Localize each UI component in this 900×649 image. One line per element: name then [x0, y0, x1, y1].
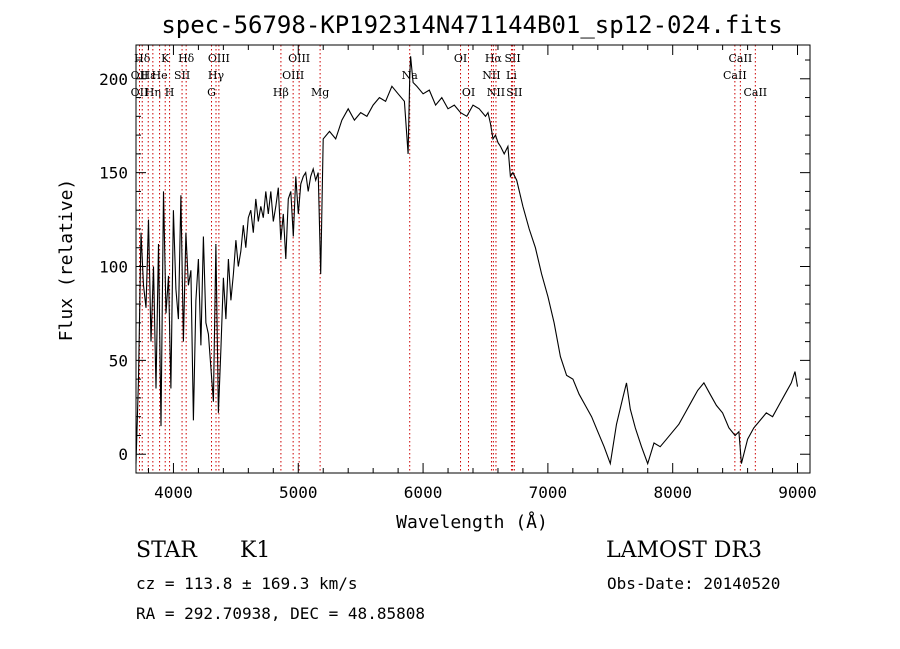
line-marker-label: OIII [208, 52, 230, 65]
ra-dec-coordinates: RA = 292.70938, DEC = 48.85808 [136, 604, 425, 623]
line-marker-label: CaII [743, 86, 767, 99]
line-marker-label: CaII [729, 52, 753, 65]
y-tick-label: 0 [118, 445, 128, 464]
line-marker-label: SII [174, 69, 190, 82]
survey-name: LAMOST DR3 [606, 538, 762, 563]
line-marker-label: OIII [282, 69, 304, 82]
observation-date: Obs-Date: 20140520 [607, 574, 781, 593]
line-marker-label: NII [487, 86, 505, 99]
object-class: STAR [136, 538, 197, 563]
object-subclass: K1 [240, 538, 271, 563]
line-marker-label: OII [131, 86, 149, 99]
line-marker-label: Hγ [208, 69, 225, 82]
line-marker-label: SII [506, 86, 522, 99]
y-axis-ticks: 0 50 100 150 200 [99, 59, 810, 464]
x-tick-label: 8000 [653, 483, 692, 502]
line-marker-label: Hβ [273, 86, 289, 99]
line-marker-label: OI [462, 86, 475, 99]
chart-title: spec-56798-KP192314N471144B01_sp12-024.f… [161, 11, 782, 39]
x-tick-label: 5000 [279, 483, 318, 502]
y-tick-label: 200 [99, 70, 128, 89]
line-marker-label: G [207, 86, 216, 99]
y-tick-label: 50 [109, 351, 128, 370]
line-marker-label: H [165, 86, 175, 99]
x-tick-label: 9000 [778, 483, 817, 502]
line-marker-label: SII [504, 52, 520, 65]
y-tick-label: 100 [99, 258, 128, 277]
line-marker-label: CaII [723, 69, 747, 82]
flux-series-line [135, 56, 799, 466]
y-axis-label: Flux (relative) [56, 179, 77, 342]
redshift-cz: cz = 113.8 ± 169.3 km/s [136, 574, 358, 593]
line-marker-label: Li [506, 69, 517, 82]
line-marker-label: OIII [288, 52, 310, 65]
line-marker-label: Hη [145, 86, 161, 99]
line-marker-label: Hδ [134, 52, 151, 65]
x-tick-label: 6000 [404, 483, 443, 502]
x-tick-label: 7000 [529, 483, 568, 502]
line-marker-label: Mg [311, 86, 329, 99]
x-axis-ticks: 4000 5000 6000 7000 8000 9000 [147, 45, 817, 502]
line-marker-label: K [161, 52, 170, 65]
x-tick-label: 4000 [154, 483, 193, 502]
line-marker-label: OI [454, 52, 467, 65]
line-marker-label: Hα [485, 52, 503, 65]
x-axis-label: Wavelength (Å) [396, 511, 548, 533]
line-marker-label: He [152, 69, 168, 82]
line-marker-label: Hδ [178, 52, 195, 65]
line-marker-label: NII [482, 69, 500, 82]
y-tick-label: 150 [99, 164, 128, 183]
